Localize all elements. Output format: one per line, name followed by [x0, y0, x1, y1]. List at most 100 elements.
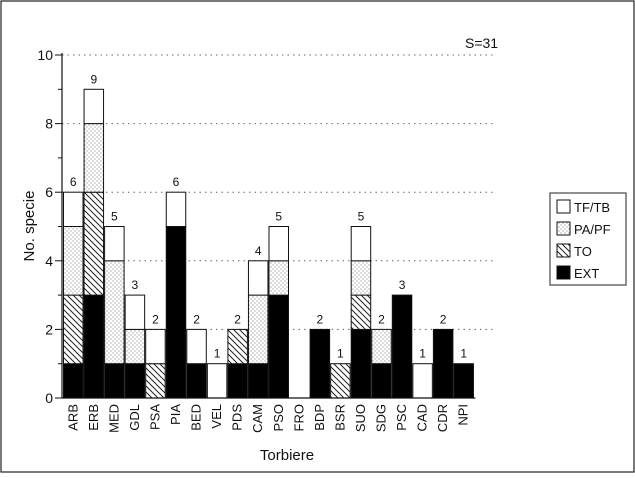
x-tick-label: GDL: [127, 404, 142, 431]
bar-segment-ext: [453, 363, 474, 399]
x-tick-label: CAM: [250, 404, 265, 433]
bar-total-label: 6: [70, 175, 77, 189]
legend-label: TO: [574, 244, 592, 259]
y-tick-label: 6: [45, 184, 53, 200]
y-tick-label: 4: [45, 253, 53, 269]
bar-segment-pa-pf: [104, 260, 125, 365]
bar-segment-tf-tb: [206, 363, 228, 399]
bar-total-label: 1: [419, 347, 426, 361]
x-tick-label: SUO: [353, 404, 368, 432]
bar-segment-ext: [268, 294, 289, 399]
bar-total-label: 6: [173, 175, 180, 189]
bar-segment-tf-tb: [63, 191, 84, 227]
legend-label: TF/TB: [574, 200, 610, 215]
legend-label: PA/PF: [574, 222, 611, 237]
bar-segment-tf-tb: [186, 328, 207, 365]
x-tick-label: ERB: [86, 404, 101, 431]
bar-segment-ext: [350, 328, 372, 399]
bar-segment-ext: [83, 294, 105, 399]
bar-total-label: 2: [378, 312, 385, 326]
bar-segment-tf-tb: [350, 226, 372, 262]
y-tick-label: 2: [45, 321, 53, 337]
bar-total-label: 3: [399, 278, 406, 292]
x-axis: ARB ERB MED GDL PSA PIA BED VEL PDS CAM PSO FRO BDP B…: [62, 397, 476, 433]
bar-segment-tf-tb: [83, 88, 105, 125]
bar-segment-ext: [432, 328, 454, 399]
bar-segment-ext: [227, 363, 248, 399]
bar-total-label: 1: [337, 347, 344, 361]
legend-swatch: [556, 199, 571, 214]
x-tick-label: ARB: [65, 404, 80, 431]
legend-swatch: [556, 221, 571, 236]
bar-segment-pa-pf: [371, 328, 392, 365]
x-axis-title: Torbiere: [260, 447, 314, 464]
legend-swatch: [556, 243, 571, 258]
bar-segment-ext: [124, 363, 146, 399]
x-tick-label: VEL: [209, 404, 224, 429]
bar-segment-to: [63, 294, 84, 365]
x-tick-label: FRO: [291, 404, 306, 431]
x-tick-label: NPI: [456, 404, 471, 426]
bar-segment-pa-pf: [124, 328, 146, 365]
bar-total-label: 2: [234, 312, 241, 326]
bar-segment-tf-tb: [124, 294, 146, 330]
x-tick-label: PDS: [230, 404, 245, 431]
s-annotation: S=31: [465, 35, 498, 51]
bar-total-label: 2: [317, 312, 324, 326]
legend: TF/TB PA/PF TO EXT: [549, 192, 627, 286]
bar-segment-ext: [63, 363, 84, 399]
bar-segment-tf-tb: [165, 191, 187, 227]
x-tick-label: BDP: [312, 404, 327, 431]
bar-segment-pa-pf: [268, 260, 289, 296]
bar-segment-ext: [309, 328, 331, 399]
bar-segment-pa-pf: [63, 226, 84, 296]
bar-total-label: 2: [152, 312, 159, 326]
bar-segment-tf-tb: [145, 328, 166, 365]
bar-segment-pa-pf: [83, 123, 105, 193]
y-tick-label: 8: [45, 116, 53, 132]
x-tick-label: PSO: [271, 404, 286, 431]
bar-segment-ext: [247, 363, 269, 399]
y-axis-title: No. specie: [21, 191, 38, 262]
bar-segment-to: [83, 191, 105, 296]
bar-total-label: 2: [193, 312, 200, 326]
x-tick-label: CAD: [415, 404, 430, 431]
y-axis: 0 2 4 6 8 10: [37, 47, 63, 406]
y-tick-label: 0: [45, 390, 53, 406]
bar-segment-tf-tb: [268, 226, 289, 262]
x-tick-label: PIA: [168, 404, 183, 425]
bar-segment-ext: [165, 226, 187, 399]
bar-segment-ext: [186, 363, 207, 399]
bar-total-label: 5: [111, 210, 118, 224]
bar-segment-pa-pf: [247, 294, 269, 365]
x-tick-label: MED: [106, 404, 121, 433]
bars: 6 9 5 3 2 6 2 1 2 4 5 2 1 5 2 3 1 2 1: [63, 72, 474, 399]
bar-total-label: 1: [214, 347, 221, 361]
bar-segment-to: [330, 363, 351, 399]
legend-label: EXT: [574, 266, 599, 281]
bar-total-label: 5: [358, 210, 365, 224]
bar-segment-pa-pf: [350, 260, 372, 296]
bar-segment-ext: [104, 363, 125, 399]
bar-segment-tf-tb: [247, 260, 269, 296]
bar-segment-tf-tb: [104, 226, 125, 262]
bar-segment-to: [350, 294, 372, 330]
x-tick-label: PSC: [394, 404, 409, 431]
bar-total-label: 4: [255, 244, 262, 258]
bar-segment-ext: [371, 363, 392, 399]
bar-segment-to: [145, 363, 166, 399]
bar-total-label: 2: [440, 312, 447, 326]
bar-total-label: 5: [275, 210, 282, 224]
x-tick-label: SDG: [374, 404, 389, 432]
legend-swatch: [556, 265, 571, 280]
y-tick-label: 10: [37, 47, 53, 63]
bar-total-label: 9: [90, 72, 97, 86]
bar-total-label: 3: [132, 278, 139, 292]
bar-segment-to: [227, 328, 248, 365]
x-tick-label: PSA: [147, 404, 162, 430]
x-tick-label: BED: [189, 404, 204, 431]
bar-segment-tf-tb: [412, 363, 433, 399]
bar-segment-ext: [391, 294, 413, 399]
